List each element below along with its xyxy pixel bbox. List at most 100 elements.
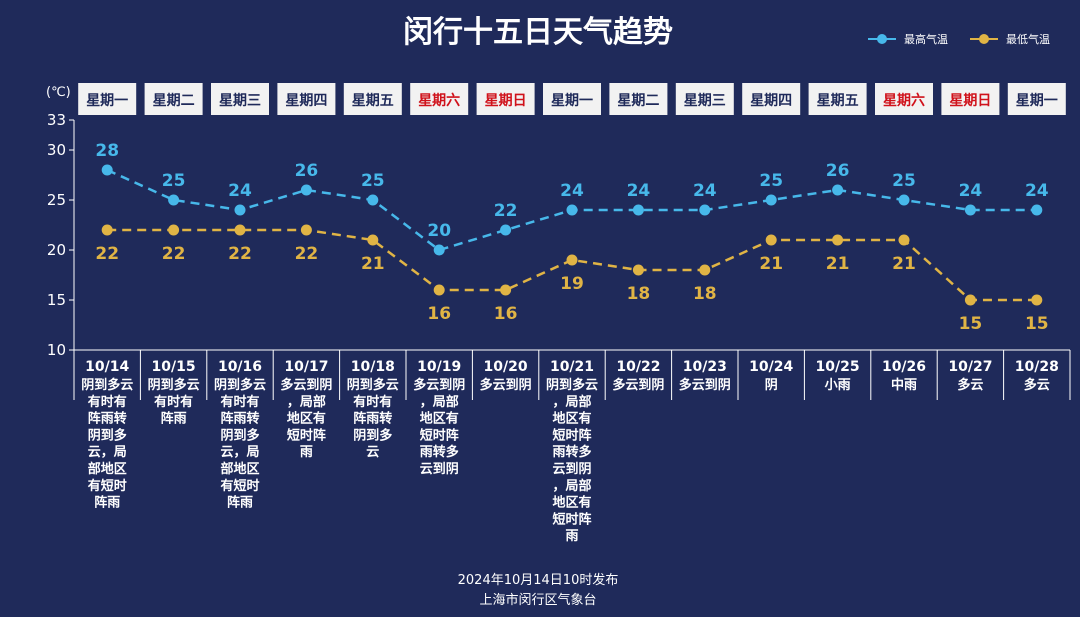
weekday-label: 星期二	[153, 93, 195, 109]
point-high	[832, 184, 844, 196]
weekday-cell: 星期一	[78, 83, 137, 115]
data-label-high: 25	[361, 171, 385, 191]
weather-description-line: 阴到多	[220, 427, 259, 443]
weekday-box	[343, 83, 402, 115]
date-label: 10/16	[218, 359, 262, 375]
weather-description-line: 地区有	[552, 411, 591, 427]
weekday-box	[277, 83, 336, 115]
point-low	[101, 224, 113, 236]
weekday-box	[410, 83, 469, 115]
y-unit-label: (℃)	[46, 85, 71, 100]
weekday-label: 星期五	[352, 93, 394, 109]
date-label: 10/25	[816, 359, 860, 375]
weekday-cell: 星期二	[609, 83, 668, 115]
legend-item-high: 最高气温	[868, 32, 948, 46]
data-label-high: 22	[494, 201, 518, 221]
weekday-label: 星期一	[551, 93, 593, 109]
y-tick-label: 10	[47, 341, 66, 359]
weather-description-line: 云，局	[220, 445, 259, 460]
weather-description-line: 阵雨转	[88, 411, 127, 427]
data-label-low: 21	[892, 254, 916, 274]
weather-description-line: ，局部	[552, 394, 591, 410]
weather-description-line: ，局部	[287, 394, 326, 410]
weather-description-line: 雨转多	[420, 444, 459, 460]
data-label-high: 25	[892, 171, 916, 191]
weekday-cell: 星期四	[277, 83, 336, 115]
date-label: 10/26	[882, 359, 926, 375]
data-label-high: 28	[95, 141, 119, 161]
legend: 最高气温 最低气温	[868, 32, 1050, 46]
point-low	[632, 264, 644, 276]
weekday-box	[78, 83, 137, 115]
point-low	[168, 224, 180, 236]
weather-description-line: 多云	[957, 377, 983, 393]
weather-description: 多云到阴	[612, 377, 664, 393]
weather-description-line: 短时阵	[420, 427, 459, 443]
data-label-high: 24	[959, 181, 983, 201]
description-row: 阴到多云有时有阵雨转阴到多云，局部地区有短时阵雨阴到多云有时有阵雨阴到多云有时有…	[81, 377, 1050, 544]
data-label-high: 25	[759, 171, 783, 191]
y-axis: 10 15 20 25 30 33	[47, 111, 75, 359]
legend-marker-high	[877, 34, 887, 44]
weather-description-line: 多云	[1024, 377, 1050, 393]
weather-description-line: 阴到多云	[546, 377, 598, 393]
weather-description-line: 云到阴	[552, 462, 591, 477]
point-high	[1031, 204, 1043, 216]
date-label: 10/28	[1015, 359, 1059, 375]
weekday-cell: 星期一	[1007, 83, 1066, 115]
weather-description-line: ，局部	[420, 394, 459, 410]
weather-description-line: 短时阵	[552, 427, 591, 443]
date-label: 10/23	[683, 359, 727, 375]
weekday-label: 星期四	[285, 93, 327, 109]
legend-item-low: 最低气温	[970, 32, 1050, 46]
point-low	[234, 224, 246, 236]
weather-description-line: 阵雨	[161, 411, 187, 427]
y-tick-label: 33	[47, 111, 66, 129]
weather-description: 阴	[765, 378, 778, 393]
weather-description-line: 地区有	[287, 411, 326, 427]
point-labels: 28 25 24 26 25 20 22 24 24 24 25 26 25 24 24 22 22 22 22 21…	[95, 141, 1048, 334]
weather-description-line: 阴到多	[88, 427, 127, 443]
weather-description-line: 多云到阴	[679, 377, 731, 393]
data-label-low: 19	[560, 274, 584, 294]
date-row: 10/14 10/15 10/16 10/17 10/18 10/19 10/20 10/21…	[85, 359, 1059, 375]
weather-description-line: 多云到阴	[280, 377, 332, 393]
weekday-row: 星期一 星期二 星期三 星期四 星期五 星期六 星期日 星期一 星期二 星期三 星期四 星期五 星期六 星…	[78, 83, 1066, 115]
data-label-low: 18	[693, 284, 717, 304]
weather-description: 多云到阴	[480, 377, 532, 393]
data-label-low: 18	[627, 284, 651, 304]
weather-description-line: 阵雨	[227, 495, 253, 511]
date-label: 10/24	[749, 359, 793, 375]
point-low	[500, 284, 512, 296]
point-high	[300, 184, 312, 196]
date-label: 10/17	[284, 359, 328, 375]
data-label-high: 24	[693, 181, 717, 201]
weekday-cell: 星期五	[808, 83, 867, 115]
point-high	[168, 194, 180, 206]
weekday-label: 星期六	[883, 92, 925, 109]
weather-description-line: 多云到阴	[612, 377, 664, 393]
weather-description-line: 小雨	[825, 378, 851, 393]
weekday-box	[941, 83, 1000, 115]
data-label-low: 15	[959, 314, 983, 334]
date-label: 10/21	[550, 359, 594, 375]
weekday-cell: 星期五	[343, 83, 402, 115]
point-high	[101, 164, 113, 176]
weather-description-line: 短时阵	[552, 511, 591, 527]
weather-description-line: 阴到多云	[148, 377, 200, 393]
column-dividers	[73, 349, 1071, 400]
y-tick-label: 25	[47, 191, 66, 209]
data-label-high: 24	[228, 181, 252, 201]
weekday-cell: 星期三	[211, 83, 269, 115]
weekday-label: 星期一	[1016, 93, 1058, 109]
weather-description-line: 短时阵	[287, 427, 326, 443]
legend-label-high: 最高气温	[904, 32, 948, 46]
weather-description-line: 有时有	[154, 394, 193, 410]
y-tick-label: 20	[47, 241, 66, 259]
point-low	[1031, 294, 1043, 306]
